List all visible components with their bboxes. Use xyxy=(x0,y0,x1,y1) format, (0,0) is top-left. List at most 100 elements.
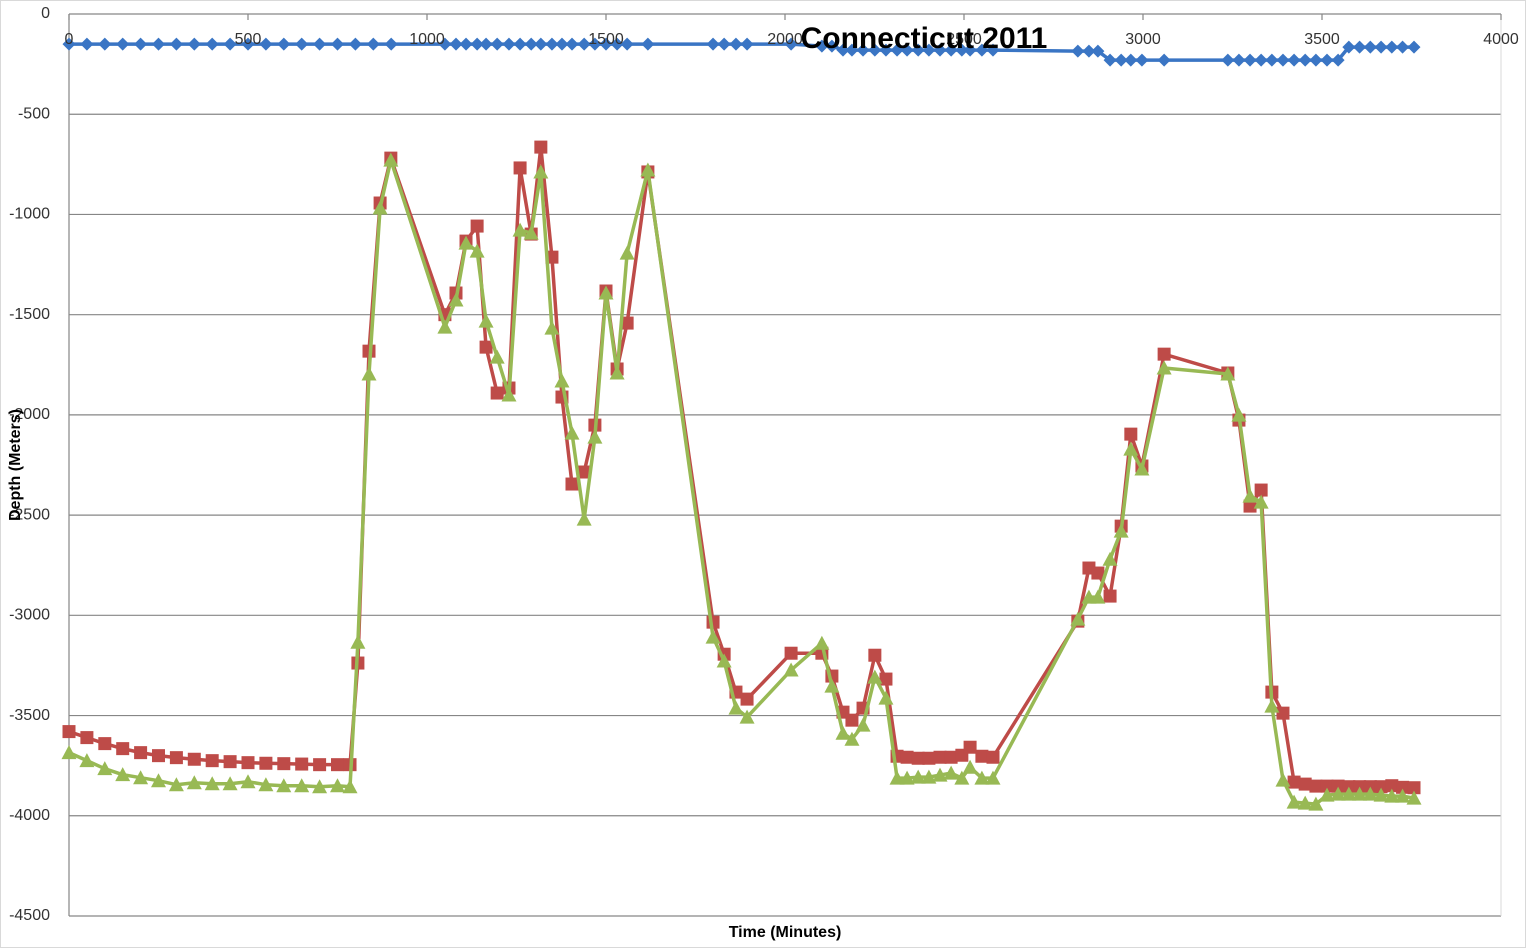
marker-triangle xyxy=(186,775,202,790)
marker-triangle xyxy=(705,629,721,644)
marker-triangle xyxy=(458,235,474,250)
marker-diamond xyxy=(836,43,850,57)
marker-square xyxy=(1385,779,1399,793)
marker-triangle xyxy=(1330,786,1346,801)
marker-triangle xyxy=(1352,786,1368,801)
marker-diamond xyxy=(348,37,362,51)
marker-square xyxy=(534,140,548,154)
marker-triangle xyxy=(889,770,905,785)
series-line xyxy=(68,158,1415,806)
marker-diamond xyxy=(565,37,579,51)
marker-diamond xyxy=(815,39,829,53)
marker-diamond xyxy=(729,37,743,51)
marker-triangle xyxy=(943,765,959,780)
marker-square xyxy=(879,672,893,686)
marker-diamond xyxy=(241,37,255,51)
marker-triangle xyxy=(115,767,131,782)
marker-square xyxy=(1298,777,1312,791)
marker-diamond xyxy=(740,37,754,51)
marker-square xyxy=(922,751,936,765)
marker-diamond xyxy=(1298,53,1312,67)
marker-diamond xyxy=(152,37,165,51)
marker-diamond xyxy=(513,37,527,51)
marker-triangle xyxy=(716,653,732,668)
x-tick-label: 1500 xyxy=(588,31,624,48)
marker-triangle xyxy=(1395,788,1411,803)
marker-diamond xyxy=(331,37,344,51)
marker-diamond xyxy=(1331,53,1345,67)
marker-square xyxy=(1091,566,1105,580)
y-tick-label: -4500 xyxy=(9,907,50,924)
marker-diamond xyxy=(524,37,538,51)
marker-square xyxy=(963,740,977,754)
marker-triangle xyxy=(1275,772,1291,787)
marker-triangle xyxy=(276,778,292,793)
marker-diamond xyxy=(706,37,720,51)
marker-triangle xyxy=(974,770,990,785)
marker-diamond xyxy=(205,37,219,51)
x-tick-label: 0 xyxy=(65,31,74,48)
marker-diamond xyxy=(259,37,273,51)
marker-diamond xyxy=(911,43,925,57)
marker-square xyxy=(1407,781,1421,795)
marker-triangle xyxy=(1286,794,1302,809)
marker-triangle xyxy=(855,717,871,732)
marker-square xyxy=(1331,779,1345,793)
marker-triangle xyxy=(294,778,310,793)
marker-square xyxy=(295,757,309,771)
marker-square xyxy=(740,692,754,706)
marker-square xyxy=(187,752,201,766)
marker-square xyxy=(986,750,1000,764)
marker-square xyxy=(944,750,958,764)
marker-square xyxy=(470,219,484,233)
marker-triangle xyxy=(350,634,366,649)
marker-triangle xyxy=(910,769,926,784)
marker-triangle xyxy=(342,779,358,794)
marker-square xyxy=(152,749,165,763)
marker-triangle xyxy=(554,373,570,388)
marker-diamond xyxy=(1342,40,1356,54)
marker-triangle xyxy=(501,387,517,402)
marker-square xyxy=(784,646,798,660)
x-tick-label: 1000 xyxy=(409,31,445,48)
marker-diamond xyxy=(1287,53,1301,67)
marker-diamond xyxy=(1363,40,1377,54)
marker-diamond xyxy=(459,37,473,51)
marker-diamond xyxy=(555,37,569,51)
marker-triangle xyxy=(61,745,77,760)
y-tick-label: -2000 xyxy=(9,406,50,423)
marker-square xyxy=(1374,780,1388,794)
marker-diamond xyxy=(80,37,94,51)
marker-triangle xyxy=(1242,488,1258,503)
marker-triangle xyxy=(437,319,453,334)
marker-square xyxy=(565,477,579,491)
y-tick-label: -2500 xyxy=(9,506,50,523)
marker-square xyxy=(933,750,947,764)
marker-triangle xyxy=(824,678,840,693)
marker-square xyxy=(975,749,989,763)
marker-diamond xyxy=(479,37,493,51)
marker-diamond xyxy=(1157,53,1171,67)
marker-triangle xyxy=(544,320,560,335)
marker-square xyxy=(1254,483,1268,497)
marker-triangle xyxy=(640,162,656,177)
marker-square xyxy=(490,386,504,400)
marker-diamond xyxy=(879,43,893,57)
marker-triangle xyxy=(478,313,494,328)
marker-triangle xyxy=(1102,551,1118,566)
marker-triangle xyxy=(1264,698,1280,713)
marker-square xyxy=(331,758,344,772)
marker-triangle xyxy=(312,779,328,794)
marker-diamond xyxy=(1243,53,1257,67)
marker-square xyxy=(1124,427,1138,441)
marker-triangle xyxy=(587,429,603,444)
x-tick-label: 3000 xyxy=(1125,31,1161,48)
marker-diamond xyxy=(1124,53,1138,67)
marker-triangle xyxy=(962,759,978,774)
marker-square xyxy=(98,737,112,751)
marker-triangle xyxy=(1384,788,1400,803)
marker-triangle xyxy=(1308,796,1324,811)
y-tick-label: 0 xyxy=(41,5,50,22)
marker-diamond xyxy=(620,37,634,51)
